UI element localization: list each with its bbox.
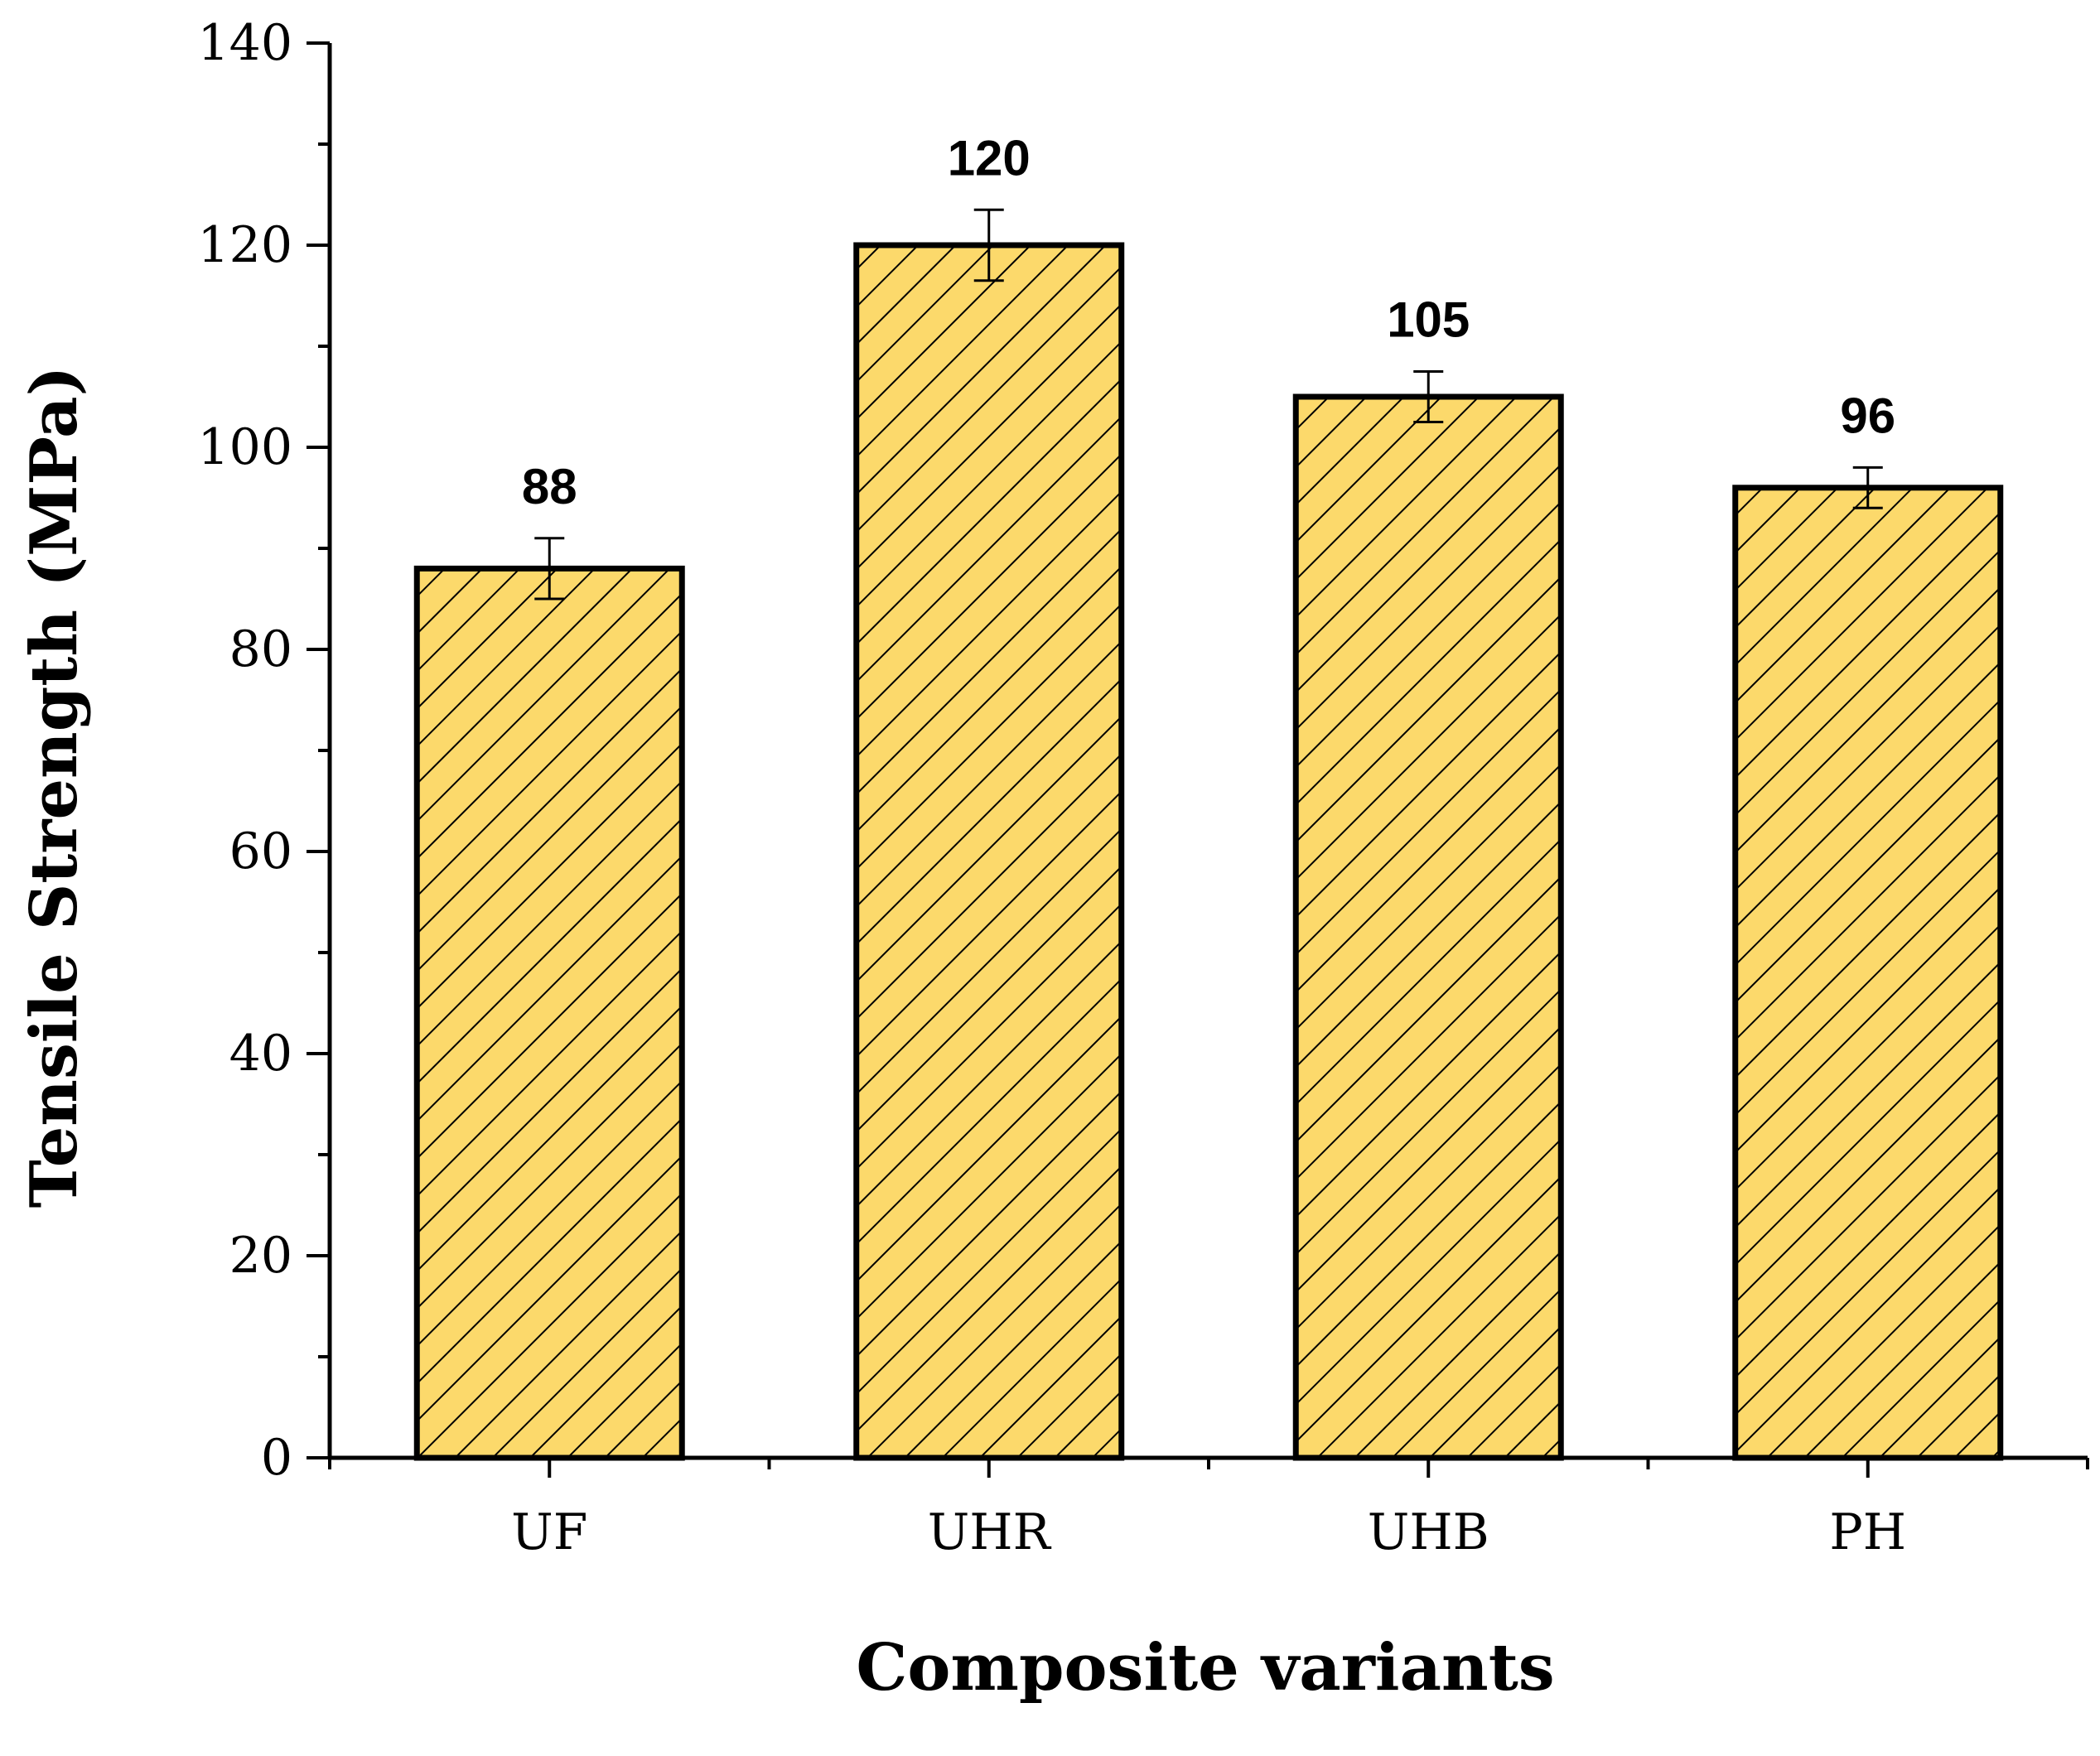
axes-layer xyxy=(307,41,2089,1478)
y-tick-label-140: 140 xyxy=(197,14,292,72)
x-tick-label-UHB: UHB xyxy=(1368,1503,1489,1561)
x-axis-title: Composite variants xyxy=(856,1630,1554,1705)
y-tick-label-120: 120 xyxy=(197,216,292,274)
data-label-UHR: 120 xyxy=(948,130,1031,186)
y-tick-label-100: 100 xyxy=(197,418,292,476)
y-tick-label-40: 40 xyxy=(229,1025,292,1083)
data-label-UHB: 105 xyxy=(1387,292,1470,348)
y-tick-label-80: 80 xyxy=(229,620,292,678)
bars-layer xyxy=(413,208,2004,1461)
bar-UF xyxy=(413,565,685,1461)
y-tick-label-20: 20 xyxy=(229,1227,292,1285)
x-tick-label-PH: PH xyxy=(1829,1503,1906,1561)
bar-PH xyxy=(1732,485,2004,1461)
y-tick-label-60: 60 xyxy=(229,823,292,880)
data-label-UF: 88 xyxy=(522,459,577,514)
data-label-PH: 96 xyxy=(1840,388,1895,443)
bar-UHB xyxy=(1292,393,1564,1461)
y-axis-title: Tensile Strength (MPa) xyxy=(17,366,92,1208)
bar-UHR xyxy=(853,242,1125,1461)
labels-layer: 88 UF 120 UHR 105 UHB 96 PH 0 20 40 60 80 100 120 140 xyxy=(197,14,1906,1561)
x-tick-label-UHR: UHR xyxy=(928,1503,1052,1561)
x-tick-label-UF: UF xyxy=(511,1503,587,1561)
y-tick-label-0: 0 xyxy=(261,1429,292,1487)
